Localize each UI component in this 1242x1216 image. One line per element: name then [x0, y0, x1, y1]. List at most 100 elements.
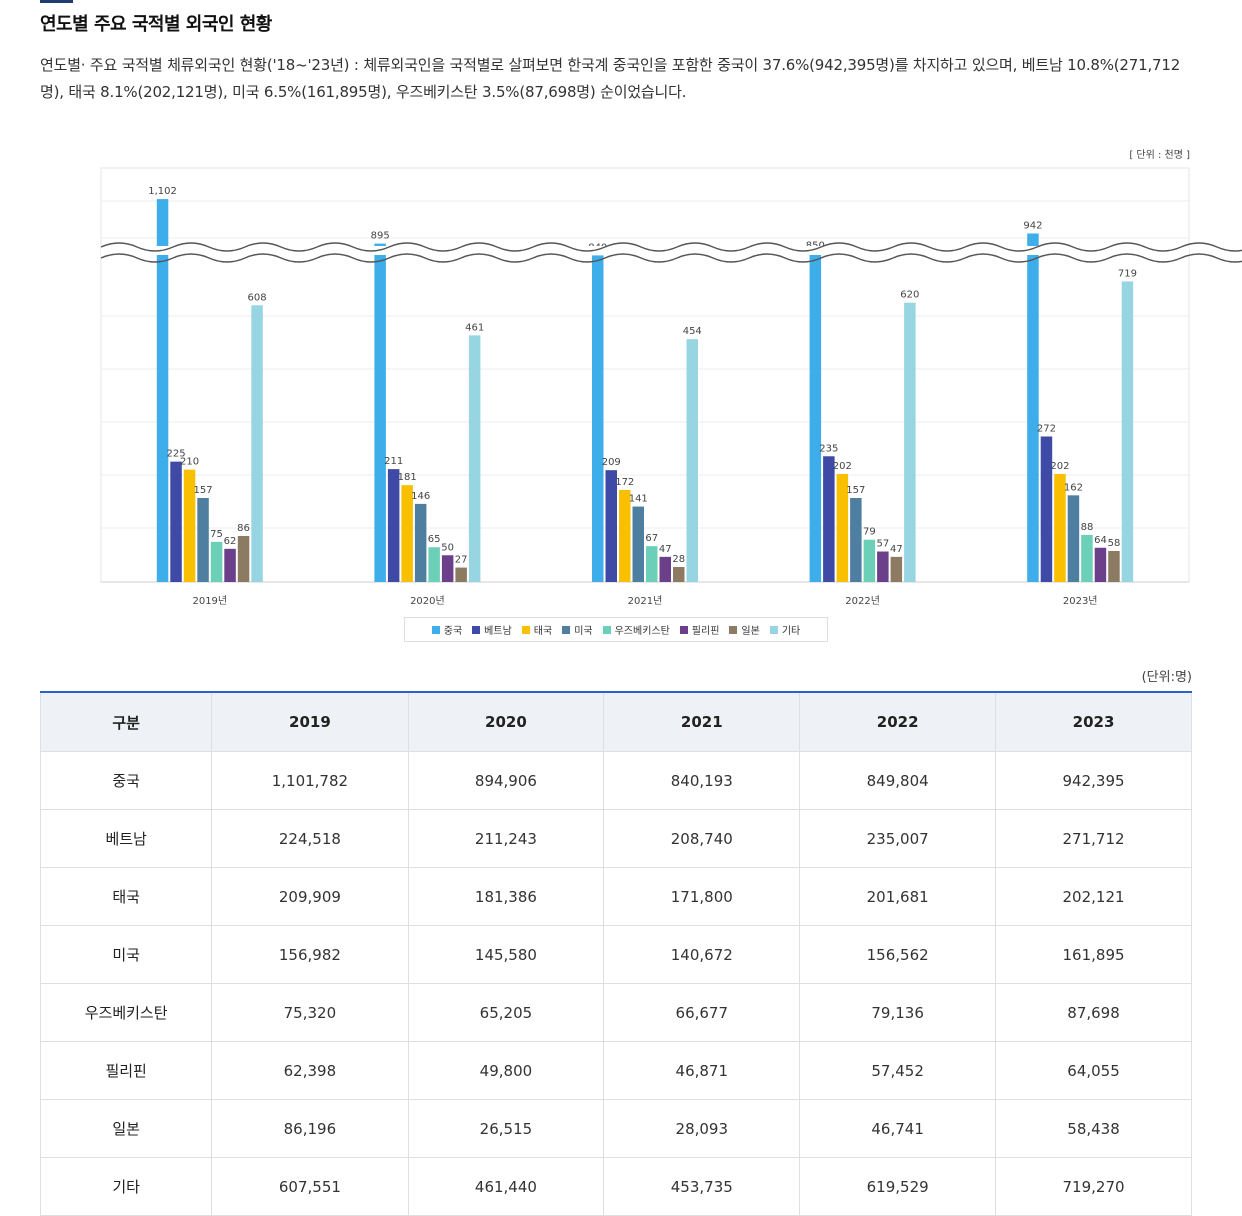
legend-swatch: [521, 625, 530, 634]
legend-label: 기타: [781, 626, 801, 637]
table-cell: 58,438: [995, 1099, 1192, 1158]
bar: [1040, 436, 1053, 582]
header-cell-category: 구분: [39, 691, 213, 752]
bar-value-label: 209: [602, 457, 621, 468]
bar-value-label: 65: [428, 534, 441, 545]
bar: [619, 489, 631, 582]
bar-value-label: 895: [371, 231, 390, 242]
table-cell: 64,055: [995, 1041, 1192, 1100]
table-cell: 87,698: [995, 983, 1192, 1042]
bar: [1094, 547, 1107, 582]
row-label: 태국: [39, 867, 213, 926]
x-tick-label: 2019년: [192, 595, 227, 607]
table-cell: 224,518: [211, 809, 409, 868]
table-row: 기타 607,551 461,440 453,735 619,529 719,270: [39, 1157, 1192, 1216]
bar: [387, 469, 400, 582]
bar-value-label: 202: [1050, 461, 1069, 472]
bar: [374, 243, 386, 582]
legend-label: 태국: [533, 626, 553, 637]
table-row: 우즈베키스탄 75,320 65,205 66,677 79,136 87,698: [39, 983, 1192, 1042]
bar-value-label: 47: [659, 544, 672, 555]
table-cell: 942,395: [995, 751, 1192, 810]
bar: [224, 548, 236, 582]
legend-item: 태국: [521, 622, 553, 637]
bar-value-label: 608: [248, 292, 267, 303]
bar-value-label: 210: [180, 457, 199, 468]
bar: [1121, 281, 1134, 582]
table-cell: 209,909: [211, 867, 409, 926]
legend-item: 중국: [431, 622, 462, 637]
bar-value-label: 454: [683, 326, 702, 337]
table-cell: 607,551: [211, 1157, 409, 1216]
axis-break-line: [100, 253, 1242, 263]
table-row: 일본 86,196 26,515 28,093 46,741 58,438: [39, 1099, 1192, 1158]
bar-value-label: 211: [384, 456, 403, 467]
bar: [1067, 495, 1080, 582]
legend-swatch: [729, 625, 738, 634]
bar-value-label: 850: [806, 240, 825, 251]
table-header-row: 구분 2019 2020 2021 2022 2023: [39, 691, 1192, 752]
bar-value-label: 146: [411, 491, 430, 502]
table-row: 미국 156,982 145,580 140,672 156,562 161,895: [39, 925, 1192, 984]
chart-unit-label: [ 단위 : 천명 ]: [1129, 150, 1190, 161]
bar: [605, 470, 617, 582]
x-tick-label: 2021년: [628, 595, 663, 607]
table-cell: 1,101,782: [211, 751, 409, 810]
table-cell: 849,804: [799, 751, 997, 810]
table-cell: 453,735: [603, 1157, 801, 1216]
bar: [836, 473, 849, 582]
bar-value-label: 157: [194, 485, 213, 496]
bar-value-label: 57: [876, 539, 889, 550]
bar-value-label: 50: [441, 542, 454, 553]
header-cell-2019: 2019: [211, 691, 409, 752]
table-row: 태국 209,909 181,386 171,800 201,681 202,121: [39, 867, 1192, 926]
data-table: 구분 2019 2020 2021 2022 2023 중국 1,101,782 8…: [39, 691, 1192, 1216]
bar: [441, 555, 454, 582]
bar: [414, 503, 427, 582]
table-cell: 719,270: [995, 1157, 1192, 1216]
bar-value-label: 942: [1023, 220, 1042, 231]
table-cell: 235,007: [799, 809, 997, 868]
bar-value-label: 181: [398, 472, 417, 483]
table-cell: 208,740: [603, 809, 801, 868]
bar: [401, 485, 413, 582]
bar: [863, 539, 876, 582]
bar-value-label: 235: [819, 443, 838, 454]
legend-item: 우즈베키스탄: [602, 622, 670, 637]
bar: [632, 506, 644, 582]
bar: [210, 541, 223, 582]
bar-value-label: 86: [237, 523, 250, 534]
bar-value-label: 157: [846, 485, 865, 496]
bar: [809, 253, 822, 582]
bar-value-label: 225: [167, 449, 186, 460]
bar-value-label: 272: [1037, 423, 1056, 434]
x-tick-label: 2023년: [1063, 595, 1098, 607]
legend-swatch: [431, 625, 440, 634]
table-cell: 57,452: [799, 1041, 997, 1100]
bar: [877, 551, 889, 582]
bar-value-label: 47: [890, 544, 903, 555]
table-cell: 145,580: [407, 925, 605, 984]
header-cell-2022: 2022: [799, 691, 997, 752]
chart-legend: 중국 베트남 태국 미국 우즈베키스탄 필리핀 일본 기타: [404, 617, 828, 642]
bar-value-label: 62: [224, 536, 237, 547]
bar: [455, 567, 467, 582]
legend-label: 필리핀: [691, 626, 720, 637]
bar: [904, 302, 916, 582]
bar-value-label: 58: [1108, 538, 1121, 549]
bar-value-label: 27: [455, 555, 468, 566]
legend-swatch: [679, 625, 688, 634]
x-tick-label: 2022년: [845, 595, 880, 607]
legend-item: 필리핀: [679, 622, 720, 637]
legend-item: 일본: [729, 622, 760, 637]
bar: [1027, 233, 1039, 582]
table-cell: 66,677: [603, 983, 801, 1042]
row-label: 우즈베키스탄: [39, 983, 213, 1042]
header-cell-2020: 2020: [407, 691, 605, 752]
row-label: 미국: [39, 925, 213, 984]
bar: [183, 469, 196, 582]
page-title: 연도별 주요 국적별 외국인 현황: [40, 14, 272, 35]
bar-value-label: 88: [1081, 522, 1094, 533]
bar-value-label: 141: [629, 494, 648, 505]
bar: [1054, 473, 1066, 582]
